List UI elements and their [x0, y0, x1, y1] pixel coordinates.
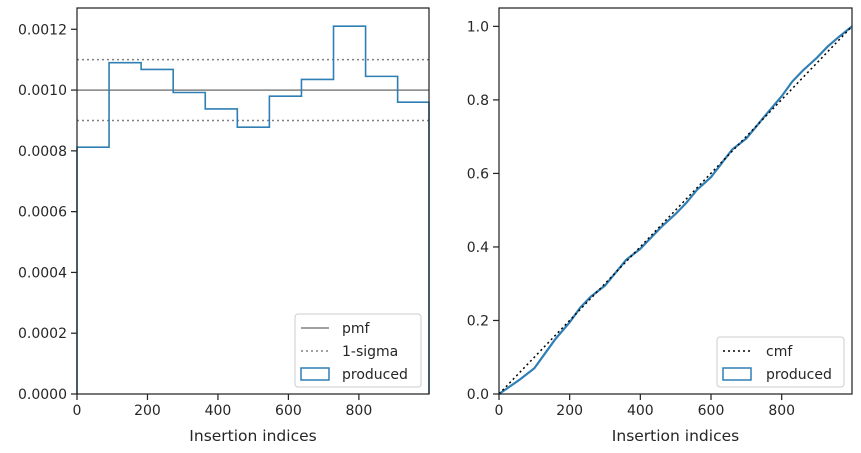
- left-chart-frame: [76, 7, 430, 395]
- left-chart-series: [76, 25, 430, 394]
- x-tick-label: 0: [73, 403, 82, 419]
- left-chart-x-axis-label: Insertion indices: [189, 427, 316, 445]
- x-tick-label: 800: [346, 403, 373, 419]
- legend-cmf-label: cmf: [766, 344, 793, 360]
- right-chart-series: [498, 25, 853, 395]
- x-tick-label: 0: [495, 403, 504, 419]
- right-chart-x-ticks: 0 200 400 600 800: [495, 394, 795, 419]
- x-tick-label: 200: [134, 403, 161, 419]
- x-tick-label: 600: [698, 403, 725, 419]
- x-tick-label: 200: [556, 403, 583, 419]
- legend-produced-swatch: [722, 367, 752, 381]
- y-tick-label: 0.0006: [18, 205, 67, 221]
- y-tick-label: 0.0012: [18, 22, 67, 38]
- x-tick-label: 400: [205, 403, 232, 419]
- y-tick-label: 0.4: [467, 240, 489, 256]
- legend-pmf-label: pmf: [342, 321, 371, 337]
- y-tick-label: 0.6: [467, 166, 489, 182]
- legend-produced-label: produced: [342, 367, 408, 383]
- y-tick-label: 0.0002: [18, 326, 67, 342]
- y-tick-label: 0.8: [467, 93, 489, 109]
- right-chart-frame: [498, 7, 853, 395]
- y-tick-label: 0.0000: [18, 387, 67, 403]
- legend-produced-swatch: [300, 367, 330, 381]
- x-tick-label: 600: [275, 403, 302, 419]
- right-chart-panel: 0 200 400 600 800 0.0 0.2 0.4 0.6 0.8 1.0 Inserti…: [467, 7, 853, 445]
- y-tick-label: 0.0: [467, 387, 489, 403]
- left-chart-y-ticks: 0.0000 0.0002 0.0004 0.0006 0.0008 0.0010 0.00…: [18, 22, 77, 403]
- produced-step-histogram: [76, 25, 430, 394]
- left-chart-legend: pmf 1-sigma produced: [294, 313, 422, 388]
- x-tick-label: 400: [627, 403, 654, 419]
- right-chart-y-ticks: 0.0 0.2 0.4 0.6 0.8 1.0: [467, 19, 499, 403]
- right-chart-x-axis-label: Insertion indices: [612, 427, 739, 445]
- legend-produced-label: produced: [766, 367, 832, 383]
- y-tick-label: 0.0010: [18, 83, 67, 99]
- y-tick-label: 0.2: [467, 313, 489, 329]
- left-chart-x-ticks: 0 200 400 600 800: [73, 394, 373, 419]
- legend-1-sigma-label: 1-sigma: [342, 344, 398, 360]
- x-tick-label: 800: [768, 403, 795, 419]
- right-legend-box: [716, 336, 845, 388]
- y-tick-label: 1.0: [467, 19, 489, 35]
- y-tick-label: 0.0008: [18, 144, 67, 160]
- left-chart-panel: 0 200 400 600 800 0.00000.00020.00040.00060.…: [18, 7, 430, 445]
- right-chart-legend: cmf produced: [716, 336, 845, 388]
- y-tick-label: 0.0004: [18, 265, 67, 281]
- produced-curve: [498, 25, 853, 395]
